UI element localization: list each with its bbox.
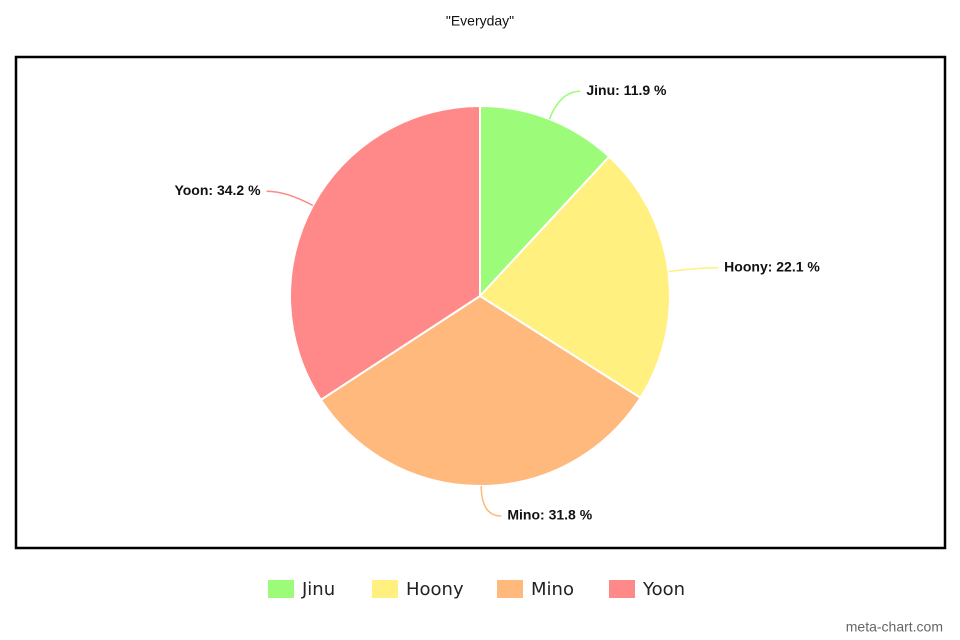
pie-slice [478, 155, 671, 400]
leader-line [480, 485, 502, 517]
data-label: Yoon: 34.2 % [174, 182, 261, 198]
data-label: Hoony: 22.1 % [724, 258, 820, 274]
legend-label: Mino [531, 579, 574, 600]
chart-title: "Everyday" [446, 13, 514, 29]
leader-line [668, 266, 719, 273]
data-label: Mino: 31.8 % [507, 507, 592, 523]
legend-swatch [372, 580, 398, 598]
legend-label: Yoon [642, 579, 685, 600]
pie-slice [479, 104, 611, 299]
plot-frame [14, 55, 947, 550]
legend-label: Jinu [301, 579, 335, 600]
leader-line [548, 90, 581, 120]
legend-swatch [497, 580, 523, 598]
legend-swatch [609, 580, 635, 598]
data-label: Jinu: 11.9 % [586, 82, 667, 98]
pie-slice [319, 294, 642, 487]
legend-label: Hoony [406, 579, 464, 600]
leader-line [266, 190, 314, 207]
legend-swatch [268, 580, 294, 598]
pie-slice [289, 104, 481, 402]
credit: meta-chart.com [846, 619, 943, 635]
